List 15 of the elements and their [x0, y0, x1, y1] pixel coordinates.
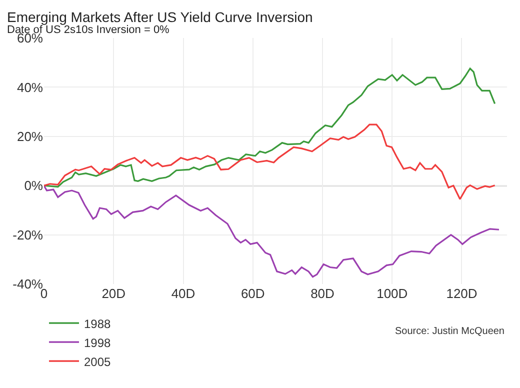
y-tick-label: 40%	[16, 80, 44, 95]
x-tick-label: 100D	[376, 286, 408, 301]
legend-label: 1988	[84, 316, 112, 331]
source-note: Source: Justin McQueen	[395, 326, 504, 337]
y-tick-label: -20%	[12, 227, 44, 242]
chart-title: Emerging Markets After US Yield Curve Inversion	[7, 9, 313, 25]
legend-label: 2005	[84, 354, 112, 369]
x-tick-label: 40D	[171, 286, 196, 301]
x-tick-label: 20D	[102, 286, 126, 301]
x-tick-label: 120D	[446, 286, 478, 301]
x-tick-label: 80D	[310, 286, 334, 301]
x-tick-label: 60D	[240, 286, 265, 301]
y-tick-label: 20%	[16, 128, 44, 144]
y-tick-label: 0%	[24, 178, 44, 194]
legend-label: 1998	[84, 336, 112, 350]
